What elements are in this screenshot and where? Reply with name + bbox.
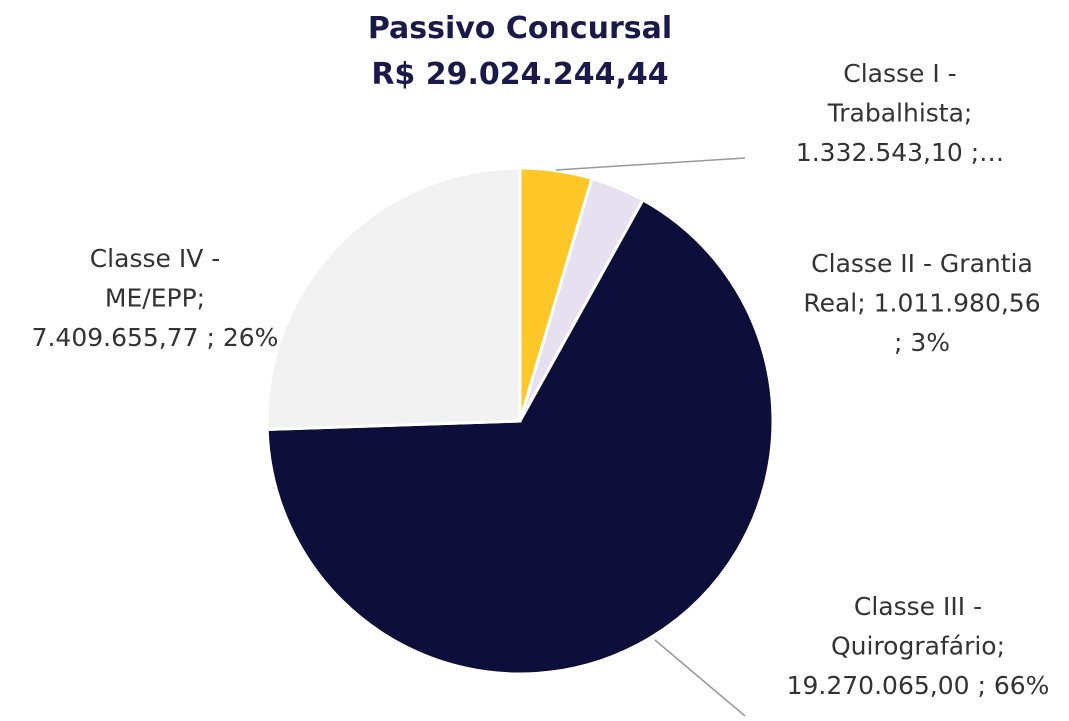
- chart-subtitle: R$ 29.024.244,44: [371, 57, 668, 92]
- leader-line: [654, 639, 746, 717]
- pie: [265, 166, 775, 676]
- data-label: Classe II - Grantia Real; 1.011.980,56; 3…: [803, 249, 1040, 357]
- data-label: Classe I -Trabalhista; 1.332.543,10 ;…: [796, 59, 1004, 167]
- data-label: Classe IV -ME/EPP; 7.409.655,77 ; 26%: [32, 244, 279, 352]
- pie-slice: [265, 166, 522, 431]
- data-label: Classe III -Quirografário; 19.270.065,00 …: [787, 592, 1050, 700]
- leader-line: [555, 157, 746, 171]
- pie-slice: [265, 197, 775, 676]
- chart-title: Passivo Concursal: [368, 11, 672, 46]
